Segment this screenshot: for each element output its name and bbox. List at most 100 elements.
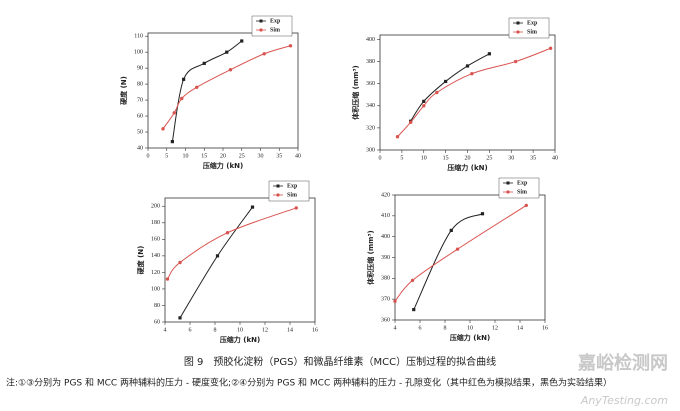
x-tick-label: 4 — [164, 327, 167, 333]
y-tick-label: 90 — [137, 66, 143, 72]
point — [435, 90, 439, 95]
x-tick-label: 14 — [287, 327, 293, 333]
point — [240, 39, 244, 43]
y-tick-label: 180 — [151, 220, 160, 226]
chart: 4 6 8 10 12 14 16 360 370 380 390 400 410 420 压缩力 (kN)… — [366, 177, 548, 342]
y-tick-label: 400 — [366, 37, 375, 43]
x-tick-label: 4 — [394, 325, 397, 331]
x-tick-label: 6 — [419, 325, 422, 331]
x-tick-label: 40 — [552, 155, 558, 161]
x-tick-label: 6 — [189, 327, 192, 333]
note: 注:①③分别为 PGS 和 MCC 两种辅料的压力 - 硬度变化;②④分别为 P… — [6, 377, 612, 389]
y-tick-label: 60 — [137, 113, 143, 119]
y-axis-label: 体积压缩 (mm³) — [366, 230, 375, 285]
x-tick-label: 30 — [508, 155, 514, 161]
point — [225, 50, 229, 54]
watermark-title: 嘉峪检测网 — [577, 352, 668, 374]
watermark-url: AnyTesting.com — [580, 394, 668, 407]
x-tick-label: 5 — [400, 155, 403, 161]
y-tick-label: 120 — [151, 270, 160, 276]
fit-curve — [394, 204, 527, 302]
y-tick-label: 70 — [137, 97, 143, 103]
point — [161, 127, 165, 131]
point — [250, 205, 255, 209]
point — [410, 278, 415, 283]
x-axis-label: 压缩力 (kN) — [220, 335, 260, 344]
point — [225, 231, 230, 235]
x-tick-label: 15 — [443, 155, 449, 161]
point — [180, 96, 184, 101]
point — [165, 277, 170, 281]
x-tick-label: 15 — [201, 153, 207, 159]
point — [170, 140, 174, 144]
y-tick-label: 100 — [151, 286, 160, 292]
y-axis-label: 体积压缩 (mm³) — [351, 65, 360, 120]
fit-curve — [179, 206, 253, 319]
point — [449, 228, 453, 233]
x-tick-label: 35 — [530, 155, 536, 161]
y-tick-label: 80 — [154, 303, 160, 309]
point — [455, 247, 460, 251]
fit-curve — [413, 213, 483, 310]
x-tick-label: 30 — [258, 153, 264, 159]
x-tick-label: 14 — [517, 325, 523, 331]
chart: 0 5 10 15 20 25 30 35 40 300 320 340 360 380 400 压缩力 (k… — [351, 17, 558, 172]
point — [182, 77, 186, 81]
y-tick-label: 410 — [381, 213, 390, 219]
x-tick-label: 35 — [276, 153, 282, 159]
legend-marker — [276, 193, 280, 197]
y-tick-label: 360 — [381, 317, 390, 323]
x-axis-label: 压缩力 (kN) — [447, 163, 487, 172]
point — [262, 52, 266, 56]
x-axis-label: 压缩力 (kN) — [203, 161, 243, 170]
legend-label: Exp — [517, 180, 528, 186]
y-axis-label: 硬度 (N) — [136, 246, 145, 275]
point — [395, 135, 400, 139]
x-tick-label: 16 — [312, 327, 318, 333]
legend-label: Sim — [270, 27, 280, 33]
legend-marker — [276, 184, 280, 188]
x-tick-label: 40 — [295, 153, 301, 159]
point — [524, 203, 528, 208]
x-tick-label: 10 — [421, 155, 427, 161]
y-tick-label: 340 — [366, 103, 375, 109]
y-tick-label: 80 — [137, 81, 143, 87]
point — [444, 79, 448, 84]
x-tick-label: 10 — [183, 153, 189, 159]
x-tick-label: 8 — [444, 325, 447, 331]
point — [513, 59, 518, 64]
point — [172, 111, 176, 115]
y-tick-label: 380 — [381, 276, 390, 282]
legend-label: Sim — [517, 189, 527, 195]
fit-curve — [410, 53, 490, 122]
plot-frame — [164, 197, 316, 323]
x-tick-label: 0 — [379, 155, 382, 161]
legend-label: Exp — [287, 183, 298, 189]
legend-label: Exp — [527, 20, 538, 26]
x-tick-label: 16 — [542, 325, 548, 331]
point — [294, 206, 298, 210]
y-tick-label: 420 — [381, 192, 390, 198]
y-tick-label: 50 — [137, 129, 143, 135]
x-axis-label: 压缩力 (kN) — [450, 333, 490, 342]
point — [215, 254, 220, 258]
point — [480, 212, 485, 216]
x-tick-label: 0 — [147, 153, 150, 159]
x-tick-label: 10 — [237, 327, 243, 333]
y-tick-label: 140 — [151, 253, 160, 259]
point — [178, 260, 182, 265]
legend-marker — [506, 190, 510, 194]
point — [288, 44, 293, 48]
x-tick-label: 5 — [165, 153, 168, 159]
legend-label: Sim — [527, 29, 537, 35]
y-tick-label: 40 — [137, 145, 143, 151]
y-tick-label: 200 — [151, 204, 160, 210]
point — [408, 120, 413, 125]
legend-label: Exp — [270, 18, 281, 24]
point — [487, 52, 491, 56]
chart: 4 6 8 10 12 14 16 60 80 100 120 140 160 180 200 压缩力 (kN… — [136, 180, 318, 344]
x-tick-label: 12 — [492, 325, 498, 331]
point — [393, 299, 397, 303]
y-tick-label: 300 — [366, 147, 375, 153]
